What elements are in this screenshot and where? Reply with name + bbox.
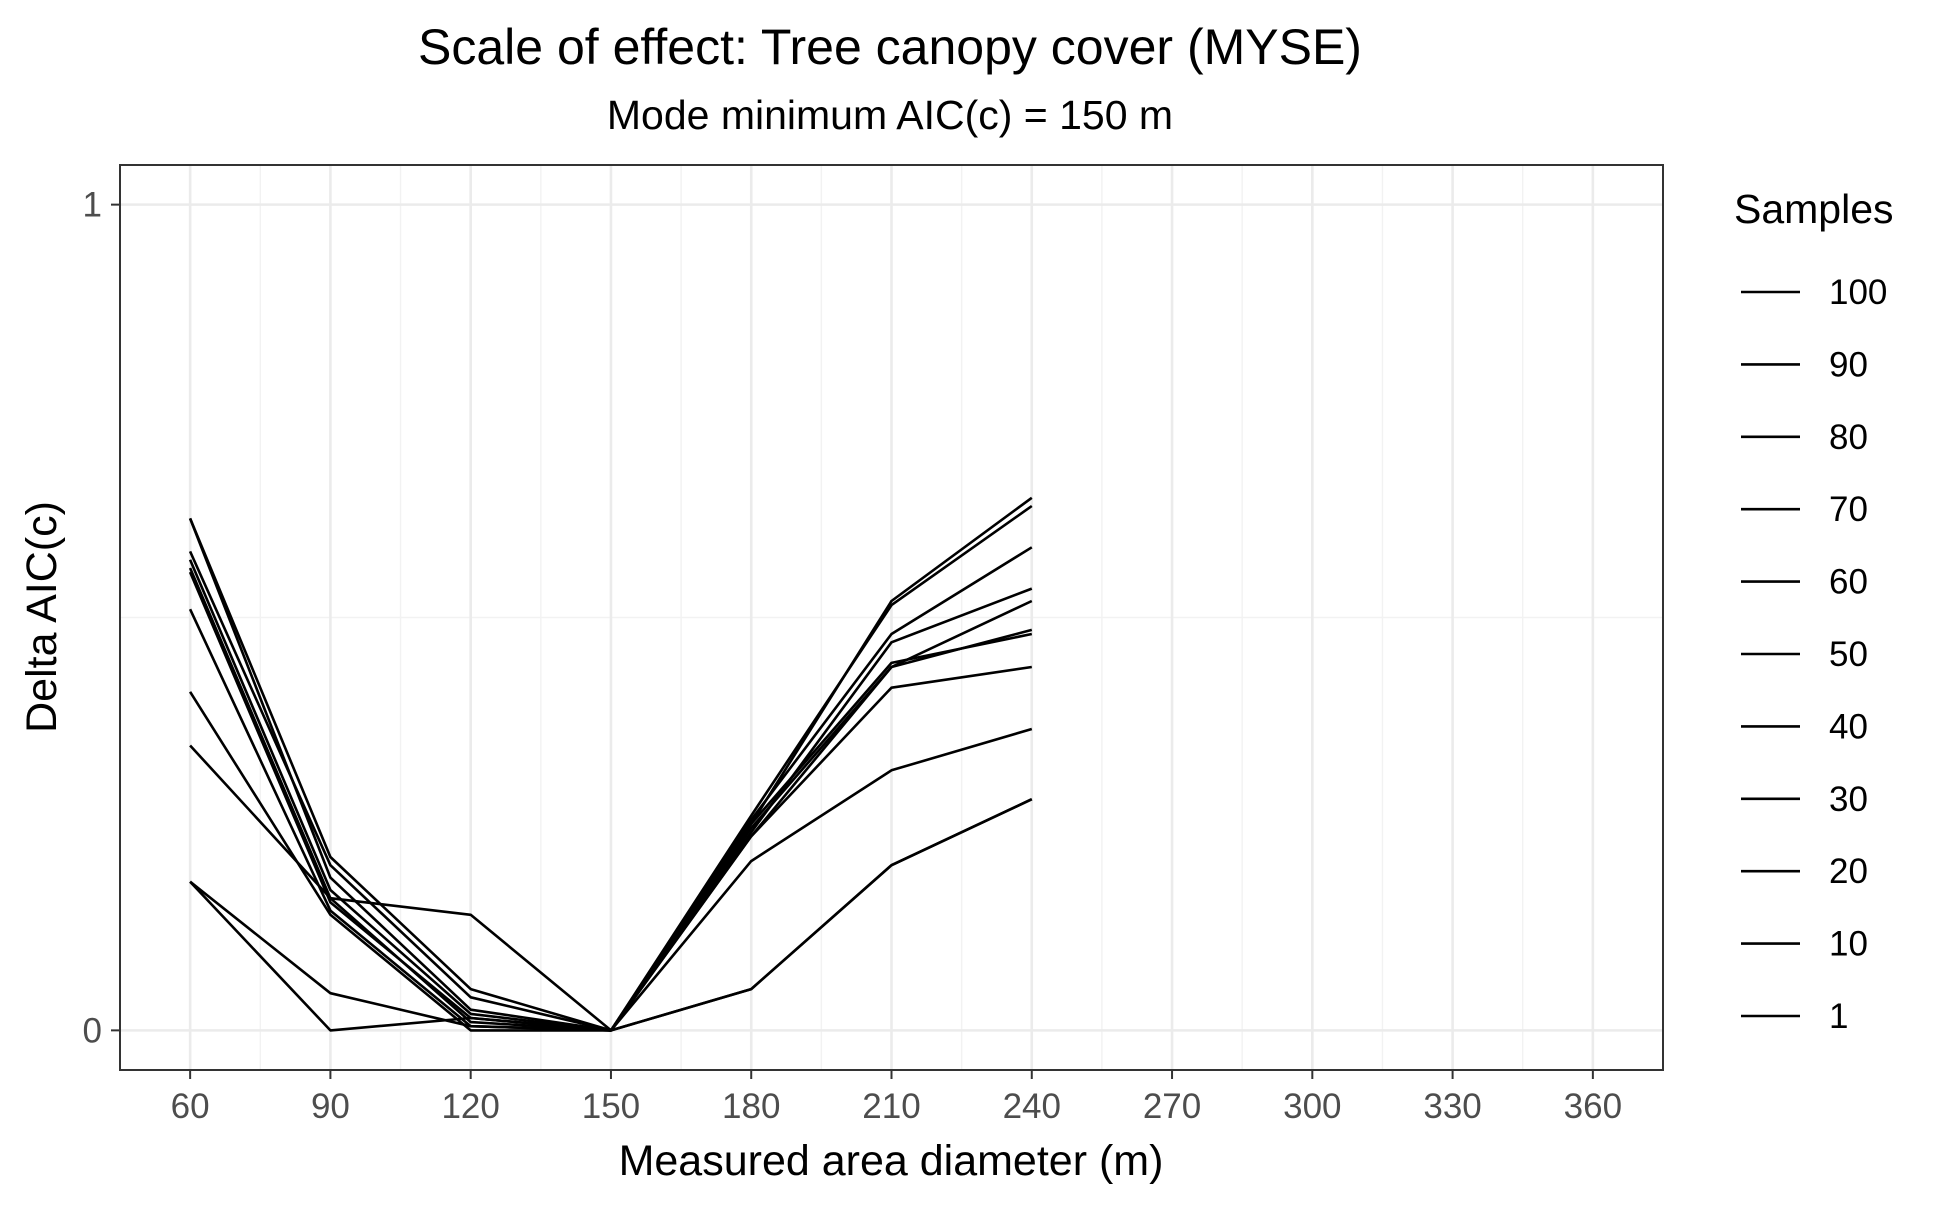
x-tick-label: 90 <box>311 1087 350 1126</box>
x-tick-label: 300 <box>1283 1087 1341 1126</box>
legend-label-100: 100 <box>1829 273 1887 312</box>
legend-title: Samples <box>1734 186 1894 232</box>
x-tick-label: 240 <box>1003 1087 1061 1126</box>
chart-subtitle: Mode minimum AIC(c) = 150 m <box>607 92 1173 138</box>
grid <box>120 165 1663 1070</box>
x-tick-label: 360 <box>1564 1087 1622 1126</box>
x-tick-label: 120 <box>441 1087 499 1126</box>
legend-label-60: 60 <box>1829 563 1868 602</box>
legend-label-1: 1 <box>1829 997 1848 1036</box>
legend-label-80: 80 <box>1829 418 1868 457</box>
x-axis-title: Measured area diameter (m) <box>619 1137 1164 1185</box>
legend-label-30: 30 <box>1829 780 1868 819</box>
x-tick-label: 330 <box>1423 1087 1481 1126</box>
legend-label-20: 20 <box>1829 852 1868 891</box>
x-tick-label: 180 <box>722 1087 780 1126</box>
legend-label-50: 50 <box>1829 635 1868 674</box>
legend-label-40: 40 <box>1829 707 1868 746</box>
x-axis: 60 90 120 150 180 210 240 270 300 330 360 <box>171 1070 1622 1126</box>
legend-label-70: 70 <box>1829 490 1868 529</box>
y-axis-title: Delta AIC(c) <box>18 501 66 733</box>
x-tick-label: 60 <box>171 1087 210 1126</box>
legend-label-90: 90 <box>1829 345 1868 384</box>
legend: 100 90 80 70 60 50 40 30 20 10 1 <box>1741 273 1887 1036</box>
y-tick-label: 0 <box>83 1011 102 1050</box>
y-axis: 01 <box>83 186 120 1050</box>
series-line-1 <box>189 798 1033 1032</box>
x-tick-label: 150 <box>582 1087 640 1126</box>
chart-title: Scale of effect: Tree canopy cover (MYSE… <box>418 19 1362 75</box>
legend-label-10: 10 <box>1829 925 1868 964</box>
x-tick-label: 270 <box>1143 1087 1201 1126</box>
series-lines <box>188 496 1033 1032</box>
y-tick-label: 1 <box>83 186 102 225</box>
x-tick-label: 210 <box>862 1087 920 1126</box>
